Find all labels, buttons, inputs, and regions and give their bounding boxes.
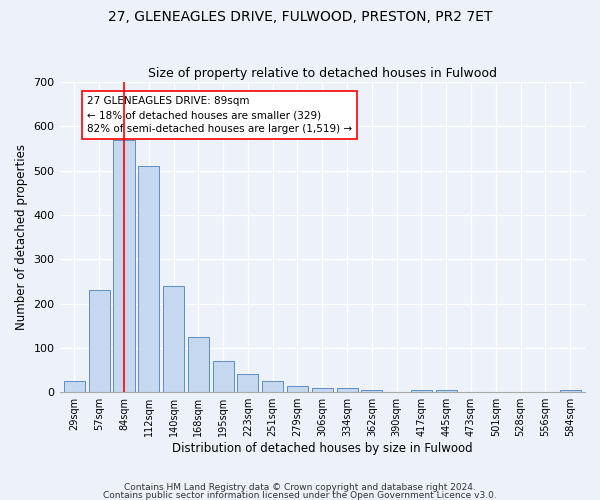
Bar [64,381,85,392]
Bar [436,390,457,392]
Bar [212,361,233,392]
Bar [337,388,358,392]
Bar [560,390,581,392]
Bar [113,140,134,392]
Bar [411,390,432,392]
Title: Size of property relative to detached houses in Fulwood: Size of property relative to detached ho… [148,66,497,80]
Bar [262,381,283,392]
Bar [188,337,209,392]
Y-axis label: Number of detached properties: Number of detached properties [15,144,28,330]
Bar [138,166,160,392]
Bar [238,374,259,392]
Bar [312,388,333,392]
Text: Contains public sector information licensed under the Open Government Licence v3: Contains public sector information licen… [103,490,497,500]
Text: Contains HM Land Registry data © Crown copyright and database right 2024.: Contains HM Land Registry data © Crown c… [124,484,476,492]
Text: 27 GLENEAGLES DRIVE: 89sqm
← 18% of detached houses are smaller (329)
82% of sem: 27 GLENEAGLES DRIVE: 89sqm ← 18% of deta… [87,96,352,134]
Bar [287,386,308,392]
Text: 27, GLENEAGLES DRIVE, FULWOOD, PRESTON, PR2 7ET: 27, GLENEAGLES DRIVE, FULWOOD, PRESTON, … [108,10,492,24]
X-axis label: Distribution of detached houses by size in Fulwood: Distribution of detached houses by size … [172,442,473,455]
Bar [89,290,110,392]
Bar [163,286,184,392]
Bar [361,390,382,392]
